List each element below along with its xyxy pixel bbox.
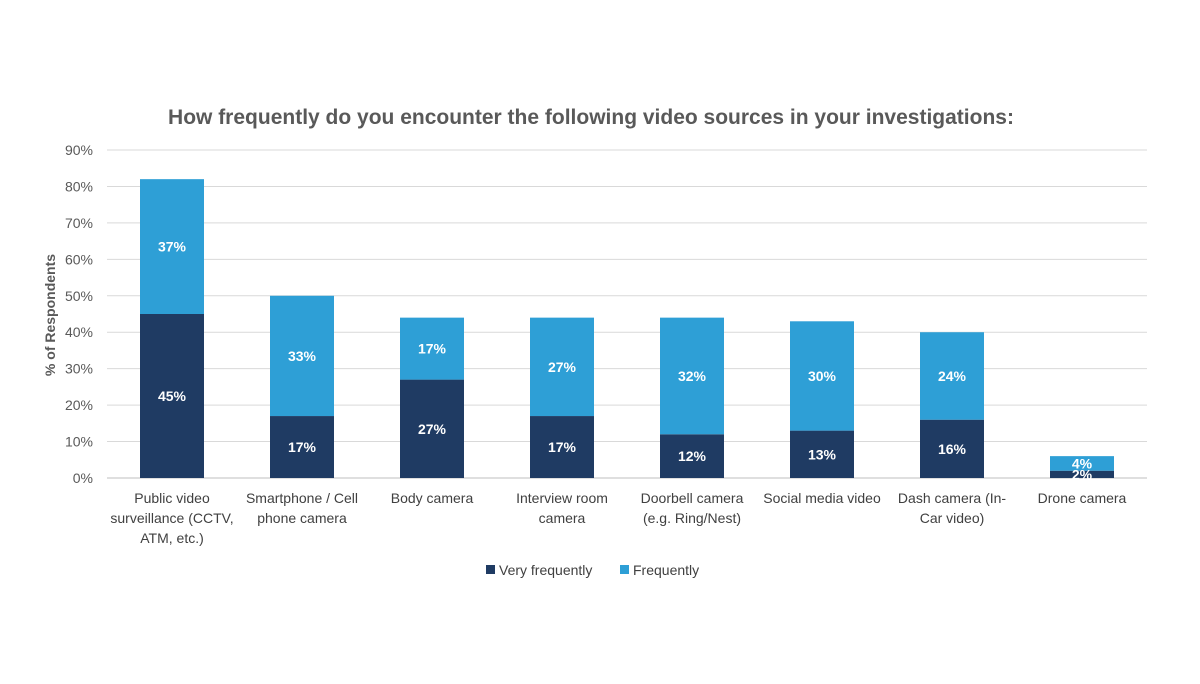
y-tick-label: 80% <box>65 178 93 194</box>
x-category-label: (e.g. Ring/Nest) <box>643 510 741 526</box>
bar-segment <box>1050 470 1114 478</box>
x-category-label: Body camera <box>391 490 474 506</box>
bar-segment <box>140 179 204 314</box>
y-tick-label: 90% <box>65 142 93 158</box>
data-label: 27% <box>418 421 447 437</box>
legend-label: Very frequently <box>499 562 592 578</box>
bar-segment <box>920 419 984 478</box>
y-tick-label: 70% <box>65 215 93 231</box>
bar-segment <box>790 430 854 478</box>
data-label: 33% <box>288 348 317 364</box>
data-label: 45% <box>158 388 187 404</box>
data-label: 17% <box>548 439 577 455</box>
data-label: 2% <box>1072 466 1093 482</box>
bar-segment <box>400 379 464 478</box>
legend-swatch <box>620 565 629 574</box>
legend: Very frequently Frequently <box>486 562 699 578</box>
x-category-label: phone camera <box>257 510 347 526</box>
x-category-label: Doorbell camera <box>641 490 744 506</box>
bar-segment <box>530 416 594 478</box>
legend-label: Frequently <box>633 562 699 578</box>
bar-segment <box>530 317 594 417</box>
bar-segment <box>140 314 204 478</box>
bar-segment <box>660 317 724 435</box>
x-category-label: ATM, etc.) <box>140 530 204 546</box>
bar-segment <box>790 321 854 431</box>
bar-segment <box>920 332 984 420</box>
data-label: 30% <box>808 368 837 384</box>
x-category-label: Car video) <box>920 510 985 526</box>
data-label: 32% <box>678 368 707 384</box>
y-axis-label: % of Respondents <box>42 254 58 376</box>
bars <box>140 179 1114 478</box>
data-label: 13% <box>808 446 837 462</box>
y-tick-label: 0% <box>73 470 93 486</box>
bar-segment <box>400 317 464 380</box>
legend-swatch <box>486 565 495 574</box>
data-label: 17% <box>288 439 317 455</box>
x-category-label: Smartphone / Cell <box>246 490 358 506</box>
bar-segment <box>270 416 334 478</box>
bar-segment <box>1050 456 1114 471</box>
data-label: 27% <box>548 359 577 375</box>
y-tick-label: 60% <box>65 251 93 267</box>
x-category-label: Social media video <box>763 490 881 506</box>
x-category-label: Public video <box>134 490 210 506</box>
y-tick-label: 30% <box>65 361 93 377</box>
gridlines <box>107 149 1147 479</box>
y-axis-ticks: 0% 10% 20% 30% 40% 50% 60% 70% 80% 90% <box>65 142 93 486</box>
data-label: 12% <box>678 448 707 464</box>
x-category-label: Interview room <box>516 490 608 506</box>
data-label: 16% <box>938 441 967 457</box>
data-labels: 45% 37% 17% 33% 27% 17% 17% 27% 12% 32% 13% 30% 16% 2… <box>158 239 1093 483</box>
y-tick-label: 40% <box>65 324 93 340</box>
x-category-label: Drone camera <box>1038 490 1127 506</box>
bar-segment <box>660 434 724 478</box>
y-tick-label: 20% <box>65 397 93 413</box>
x-category-label: Dash camera (In- <box>898 490 1006 506</box>
data-label: 17% <box>418 341 447 357</box>
data-label: 4% <box>1072 455 1093 471</box>
x-category-label: camera <box>539 510 586 526</box>
data-label: 37% <box>158 239 187 255</box>
data-label: 24% <box>938 368 967 384</box>
x-category-label: surveillance (CCTV, <box>110 510 233 526</box>
chart-title: How frequently do you encounter the foll… <box>168 106 1014 129</box>
bar-segment <box>270 295 334 417</box>
x-axis-categories: Public video surveillance (CCTV, ATM, etc.… <box>110 490 1126 546</box>
y-tick-label: 10% <box>65 434 93 450</box>
y-tick-label: 50% <box>65 288 93 304</box>
